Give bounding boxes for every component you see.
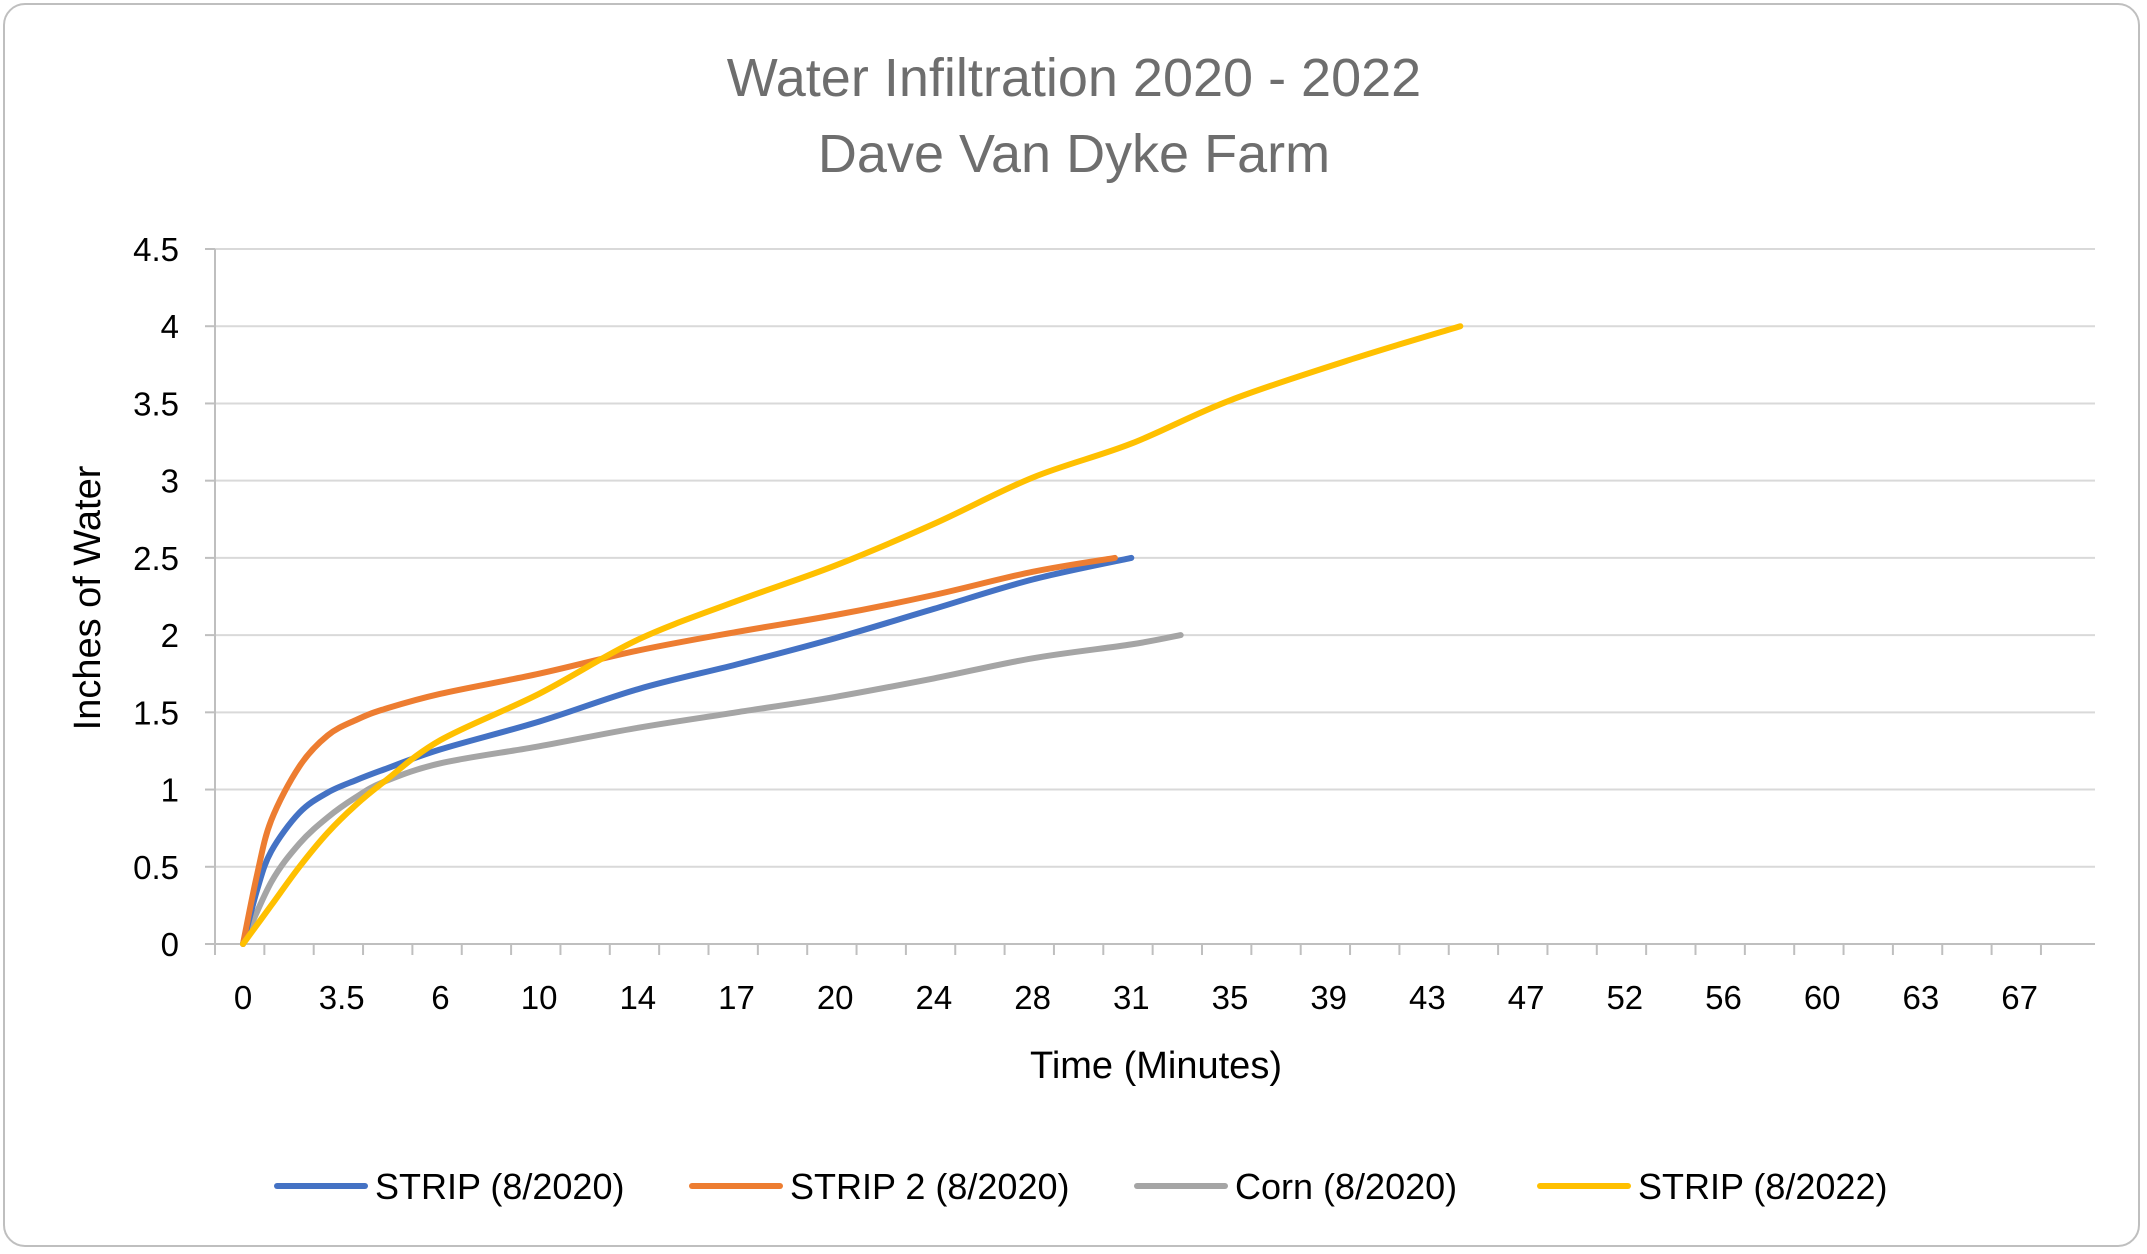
x-tick-label: 10 (521, 979, 558, 1016)
x-tick-label: 56 (1705, 979, 1742, 1016)
gridlines (215, 248, 2095, 868)
series-lines (240, 323, 1464, 947)
x-tick-label: 3.5 (319, 979, 365, 1016)
y-tick-label: 2 (161, 617, 179, 654)
y-axis-title: Inches of Water (67, 465, 109, 730)
series-line-3 (240, 323, 1464, 947)
legend-label: Corn (8/2020) (1235, 1166, 1457, 1207)
x-tick-label: 24 (916, 979, 953, 1016)
series-line-0 (240, 554, 1135, 947)
x-tick-label: 60 (1804, 979, 1841, 1016)
x-tick-label: 43 (1409, 979, 1446, 1016)
y-tick-label: 0.5 (133, 849, 179, 886)
legend-label: STRIP (8/2020) (375, 1166, 624, 1207)
y-tick-label: 0 (161, 926, 179, 963)
y-tick-label: 2.5 (133, 540, 179, 577)
x-tick-label: 31 (1113, 979, 1150, 1016)
x-tick-label: 35 (1212, 979, 1249, 1016)
x-tick-label: 47 (1508, 979, 1545, 1016)
x-tick-label: 14 (619, 979, 656, 1016)
x-tick-label: 28 (1014, 979, 1051, 1016)
y-tick-label: 1 (161, 772, 179, 809)
x-tick-label: 20 (817, 979, 854, 1016)
legend: STRIP (8/2020) STRIP 2 (8/2020) Corn (8/20… (274, 1166, 1887, 1207)
y-tick-label: 4 (161, 308, 179, 345)
x-tick-label: 6 (431, 979, 449, 1016)
series-line-1 (240, 554, 1118, 947)
chart-frame (3, 3, 2140, 1247)
x-axis-title: Time (Minutes) (1030, 1045, 1282, 1087)
y-tick-label: 3 (161, 463, 179, 500)
x-tick-label: 0 (234, 979, 252, 1016)
chart-title: Water Infiltration 2020 - 2022 (727, 48, 1421, 108)
x-tick-label: 17 (718, 979, 755, 1016)
legend-label: STRIP 2 (8/2020) (790, 1166, 1069, 1207)
chart-subtitle: Dave Van Dyke Farm (818, 124, 1330, 184)
legend-label: STRIP (8/2022) (1638, 1166, 1887, 1207)
y-tick-label: 4.5 (133, 231, 179, 268)
y-tick-label: 3.5 (133, 385, 179, 422)
x-tick-label: 39 (1310, 979, 1347, 1016)
x-tick-label: 52 (1606, 979, 1643, 1016)
x-tick-label: 67 (2001, 979, 2038, 1016)
series-line-2 (240, 632, 1184, 947)
x-tick-label: 63 (1903, 979, 1940, 1016)
axes: 0 0.5 1 1.5 2 2.5 3 3.5 4 4.5 0 3.5 6 10 14 17 20 24 28 31 3… (133, 231, 2095, 1016)
y-tick-label: 1.5 (133, 694, 179, 731)
